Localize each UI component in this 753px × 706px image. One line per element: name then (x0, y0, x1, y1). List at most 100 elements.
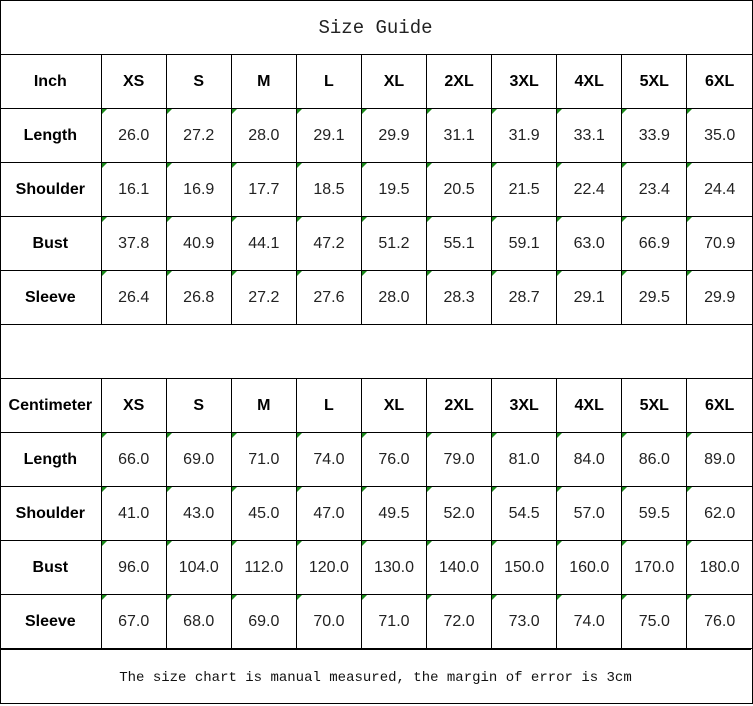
measurement-value: 23.4 (621, 162, 688, 217)
measurement-value: 73.0 (491, 594, 558, 649)
measurement-value: 28.7 (491, 270, 558, 325)
measurement-value: 57.0 (556, 486, 623, 541)
unit-header: Centimeter (0, 378, 102, 433)
header-row: Centimeter XS S M L XL 2XL 3XL 4XL 5XL 6XL (0, 378, 752, 433)
measurement-value: 69.0 (230, 594, 297, 649)
size-header: 3XL (491, 54, 558, 109)
size-header: M (230, 54, 297, 109)
measurement-value: 29.1 (295, 108, 362, 163)
measurement-value: 43.0 (165, 486, 232, 541)
measurement-value: 72.0 (426, 594, 493, 649)
measurement-value: 59.1 (491, 216, 558, 271)
header-row: Inch XS S M L XL 2XL 3XL 4XL 5XL 6XL (0, 54, 752, 109)
measurement-value: 47.0 (295, 486, 362, 541)
measurement-value: 71.0 (230, 432, 297, 487)
size-header: 4XL (556, 378, 623, 433)
measurement-value: 150.0 (491, 540, 558, 595)
table-row: Shoulder 16.1 16.9 17.7 18.5 19.5 20.5 21.5 22.4… (0, 162, 752, 217)
measurement-value: 26.4 (100, 270, 167, 325)
measurement-value: 31.9 (491, 108, 558, 163)
measurement-value: 130.0 (360, 540, 428, 595)
measurement-value: 59.5 (621, 486, 688, 541)
measurement-value: 89.0 (686, 432, 752, 487)
measurement-value: 69.0 (165, 432, 232, 487)
measurement-value: 29.5 (621, 270, 688, 325)
measurement-value: 74.0 (295, 432, 362, 487)
size-header: XS (100, 378, 167, 433)
measurement-value: 81.0 (491, 432, 558, 487)
measurement-value: 74.0 (556, 594, 623, 649)
measurement-value: 20.5 (426, 162, 493, 217)
measurement-label: Shoulder (0, 162, 102, 217)
measurement-value: 66.9 (621, 216, 688, 271)
measurement-value: 29.9 (360, 108, 428, 163)
measurement-value: 29.9 (686, 270, 752, 325)
measurement-value: 21.5 (491, 162, 558, 217)
size-header: XL (360, 378, 428, 433)
measurement-value: 26.8 (165, 270, 232, 325)
measurement-value: 68.0 (165, 594, 232, 649)
inch-size-table: Inch XS S M L XL 2XL 3XL 4XL 5XL 6XL Length 26.0 27.2… (0, 54, 752, 325)
measurement-value: 180.0 (686, 540, 752, 595)
measurement-value: 44.1 (230, 216, 297, 271)
size-header: 4XL (556, 54, 623, 109)
measurement-value: 28.0 (360, 270, 428, 325)
size-header: XL (360, 54, 428, 109)
measurement-label: Sleeve (0, 270, 102, 325)
page-title: Size Guide (318, 17, 433, 39)
measurement-value: 140.0 (426, 540, 493, 595)
measurement-value: 26.0 (100, 108, 167, 163)
measurement-value: 51.2 (360, 216, 428, 271)
measurement-value: 75.0 (621, 594, 688, 649)
measurement-value: 22.4 (556, 162, 623, 217)
size-header: L (295, 54, 362, 109)
size-header: 5XL (621, 54, 688, 109)
table-row: Sleeve 67.0 68.0 69.0 70.0 71.0 72.0 73.0 74.0 75… (0, 594, 752, 649)
size-header: 5XL (621, 378, 688, 433)
measurement-value: 28.3 (426, 270, 493, 325)
measurement-value: 24.4 (686, 162, 752, 217)
measurement-label: Shoulder (0, 486, 102, 541)
measurement-value: 33.1 (556, 108, 623, 163)
measurement-value: 96.0 (100, 540, 167, 595)
measurement-value: 41.0 (100, 486, 167, 541)
measurement-value: 67.0 (100, 594, 167, 649)
size-header: S (165, 54, 232, 109)
measurement-value: 63.0 (556, 216, 623, 271)
measurement-value: 33.9 (621, 108, 688, 163)
measurement-value: 27.6 (295, 270, 362, 325)
size-header: 6XL (686, 54, 752, 109)
measurement-value: 49.5 (360, 486, 428, 541)
size-header: S (165, 378, 232, 433)
table-row: Length 26.0 27.2 28.0 29.1 29.9 31.1 31.9 33.1 33… (0, 108, 752, 163)
measurement-value: 40.9 (165, 216, 232, 271)
measurement-value: 27.2 (230, 270, 297, 325)
measurement-value: 55.1 (426, 216, 493, 271)
measurement-label: Length (0, 432, 102, 487)
centimeter-size-table: Centimeter XS S M L XL 2XL 3XL 4XL 5XL 6XL Length 66… (0, 378, 752, 649)
measurement-value: 79.0 (426, 432, 493, 487)
measurement-value: 84.0 (556, 432, 623, 487)
measurement-value: 76.0 (686, 594, 752, 649)
size-header: 3XL (491, 378, 558, 433)
size-header: 2XL (426, 54, 493, 109)
measurement-value: 54.5 (491, 486, 558, 541)
unit-header: Inch (0, 54, 102, 109)
measurement-value: 76.0 (360, 432, 428, 487)
measurement-value: 18.5 (295, 162, 362, 217)
measurement-label: Bust (0, 540, 102, 595)
measurement-value: 27.2 (165, 108, 232, 163)
measurement-value: 31.1 (426, 108, 493, 163)
measurement-label: Sleeve (0, 594, 102, 649)
measurement-value: 62.0 (686, 486, 752, 541)
measurement-value: 16.9 (165, 162, 232, 217)
measurement-value: 70.9 (686, 216, 752, 271)
measurement-value: 86.0 (621, 432, 688, 487)
measurement-label: Bust (0, 216, 102, 271)
size-header: M (230, 378, 297, 433)
measurement-value: 29.1 (556, 270, 623, 325)
size-header: XS (100, 54, 167, 109)
measurement-value: 160.0 (556, 540, 623, 595)
table-row: Bust 96.0 104.0 112.0 120.0 130.0 140.0 150.0 16… (0, 540, 752, 595)
measurement-value: 66.0 (100, 432, 167, 487)
